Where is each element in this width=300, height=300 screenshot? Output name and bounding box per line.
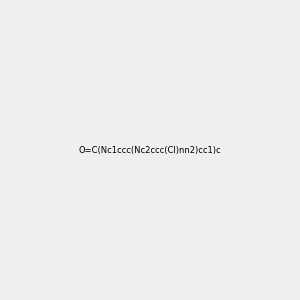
Text: O=C(Nc1ccc(Nc2ccc(Cl)nn2)cc1)c: O=C(Nc1ccc(Nc2ccc(Cl)nn2)cc1)c <box>79 146 221 154</box>
